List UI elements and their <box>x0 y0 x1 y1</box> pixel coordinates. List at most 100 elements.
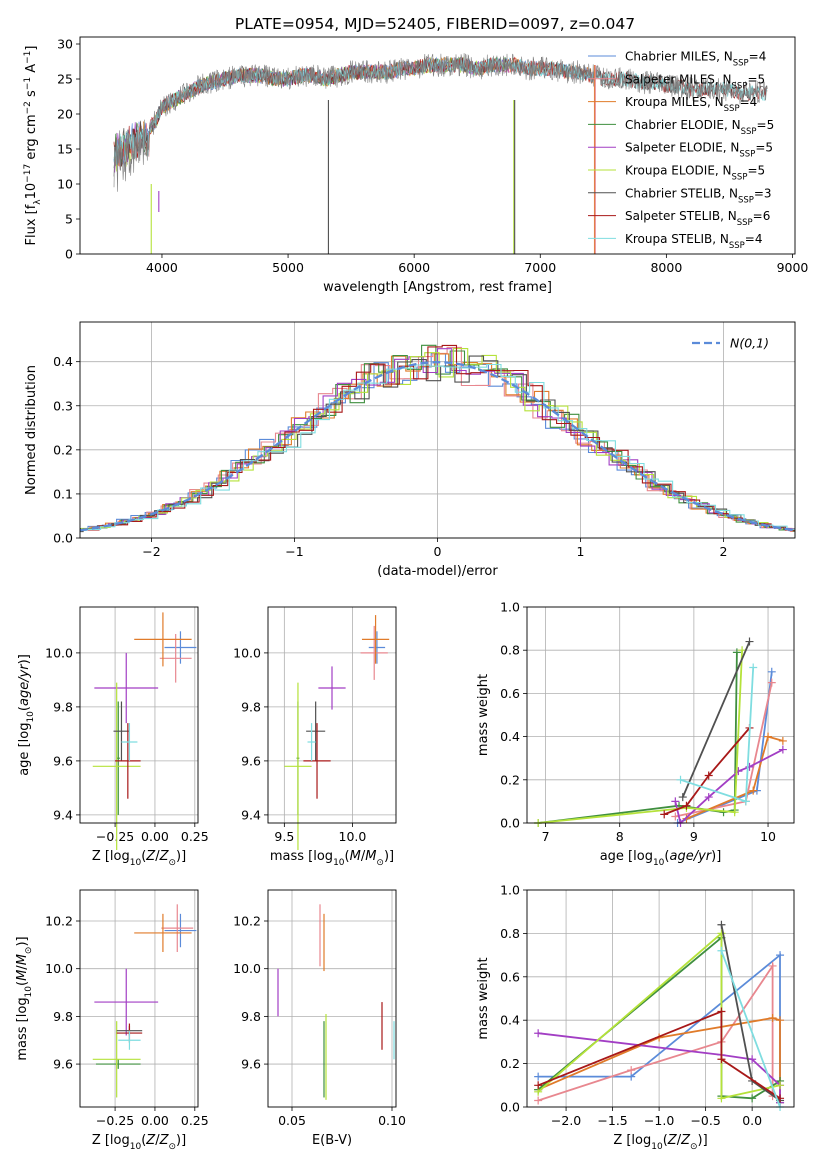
x-tick-label: −2 <box>142 544 160 559</box>
weight-point-marker <box>749 786 758 795</box>
weight-point-marker <box>776 951 785 960</box>
y-tick-label: 10.2 <box>233 914 261 929</box>
legend-entry-sub: SSP <box>724 104 740 114</box>
age-vs-mass-x-axis-label: mass [log10(M/M⊙)] <box>270 849 394 868</box>
legend-entry: Kroupa MILES, NSSP=4 <box>625 95 757 114</box>
legend-entry-tail: =4 <box>745 232 763 246</box>
axis-label-part: mass [log <box>15 997 30 1060</box>
y-tick-label: 1.0 <box>500 600 520 615</box>
histogram-line <box>80 355 795 533</box>
axis-label-part: age [log <box>600 849 653 864</box>
axis-label-part: Z <box>159 1133 170 1148</box>
y-tick-label: 9.4 <box>241 807 261 822</box>
axis-label-part: ⊙ <box>24 947 34 955</box>
legend-entry-sub: SSP <box>732 81 748 91</box>
legend-entry: Chabrier MILES, NSSP=4 <box>625 50 766 69</box>
axis-label-part: )] <box>711 849 721 864</box>
y-tick-label: 1.0 <box>500 883 520 898</box>
legend-entry-sub: SSP <box>738 195 754 205</box>
y-tick-label: 5 <box>65 212 73 227</box>
x-tick-label: 1 <box>577 544 585 559</box>
axis-label-part: Z [log <box>92 849 130 864</box>
massweight-vs-Z-frame <box>526 889 795 1108</box>
x-tick-label: 9.5 <box>274 829 294 844</box>
legend-entry-main: Kroupa ELODIE, N <box>625 164 732 178</box>
y-tick-label: 0 <box>65 247 73 262</box>
spectrum-y-axis-label: Flux [fλ10−17 erg cm−2 s−1 A−1] <box>23 46 43 246</box>
legend-entry-tail: =3 <box>754 186 772 200</box>
axis-label-part: M <box>15 970 30 981</box>
weight-series <box>534 1007 785 1103</box>
axis-label-part: )] <box>384 849 394 864</box>
weight-series-line <box>686 735 784 820</box>
axis-label-part: )] <box>15 936 30 946</box>
weight-series-line <box>720 950 781 1108</box>
legend-entry-main: Chabrier MILES, N <box>625 50 733 64</box>
errorbar-point <box>164 913 197 948</box>
y-tick-label: 0.2 <box>500 1056 520 1071</box>
weight-point-marker <box>767 678 776 687</box>
y-tick-label: 20 <box>57 107 73 122</box>
errorbar-point <box>115 723 141 799</box>
legend-entry-tail: =5 <box>757 118 775 132</box>
weight-point-marker <box>730 808 739 817</box>
errorbar-point <box>121 723 138 761</box>
y-tick-label: 30 <box>57 37 73 52</box>
axis-label-part: 10 <box>24 986 34 998</box>
x-tick-label: 7000 <box>524 260 556 275</box>
legend-entry-main: Kroupa STELIB, N <box>625 232 729 246</box>
axis-label-part: ( <box>345 849 350 864</box>
legend-entry-tail: =5 <box>747 164 765 178</box>
y-tick-label: 25 <box>57 72 73 87</box>
mass-vs-ebv-frame <box>267 889 397 1108</box>
y-tick-label: 0.0 <box>500 816 520 831</box>
weight-point-marker <box>749 663 758 672</box>
weight-point-marker <box>768 1014 777 1023</box>
errorbar-point <box>134 913 192 952</box>
axis-label-part: )] <box>698 1133 708 1148</box>
y-tick-label: 9.8 <box>241 699 261 714</box>
errorbar-point <box>94 652 159 724</box>
weight-point-marker <box>748 1055 757 1064</box>
errorbar-point <box>118 1030 141 1050</box>
x-tick-label: 10 <box>760 829 776 844</box>
y-tick-label: 0.8 <box>500 926 520 941</box>
x-tick-label: 8000 <box>650 260 682 275</box>
legend-entry: Kroupa STELIB, NSSP=4 <box>625 232 763 251</box>
legend-entry: Salpeter MILES, NSSP=5 <box>625 72 765 91</box>
weight-point-marker <box>717 946 726 955</box>
weight-series-line <box>538 650 743 824</box>
spectrum-x-axis-label: wavelength [Angstrom, rest frame] <box>323 280 552 295</box>
y-label-part: λ <box>33 199 43 205</box>
weight-series-line <box>663 727 751 816</box>
axis-label-part: / <box>155 849 160 864</box>
spectrum-data-line <box>113 53 768 192</box>
axis-label-part: )] <box>17 654 32 664</box>
age-vs-Z-y-axis-label: age [log10(age/yr)] <box>17 654 36 776</box>
x-tick-label: 10.0 <box>339 829 367 844</box>
errorbar-point <box>303 723 331 799</box>
axis-label-part: Z <box>680 1133 691 1148</box>
weight-series-line <box>681 641 751 798</box>
legend-entry-sub: SSP <box>741 127 757 137</box>
mass-vs-Z-axes: −0.25 0.00 0.25 9.6 9.8 10.0 10.2 <box>45 890 209 1128</box>
axis-label-part: ( <box>17 706 32 711</box>
weight-series <box>678 637 754 802</box>
residuals-y-axis-label: Normed distribution <box>24 365 39 495</box>
residuals-x-axis-label: (data-model)/error <box>377 564 498 579</box>
axis-label-part: age/yr <box>17 663 32 706</box>
spectrum-axes: 4000 5000 6000 7000 8000 9000 0 5 10 15 20 25 30 <box>57 37 808 276</box>
axis-label-part: ( <box>15 981 30 986</box>
x-tick-label: 2 <box>720 544 728 559</box>
x-tick-label: 9000 <box>777 260 809 275</box>
axis-label-part: / <box>15 965 30 970</box>
axis-label-part: 10 <box>651 1142 663 1152</box>
mass-vs-ebv-axes: 0.05 0.10 9.6 9.8 10.0 10.2 <box>233 890 406 1128</box>
errorbar-point <box>318 666 346 710</box>
weight-point-marker <box>671 812 680 821</box>
weight-point-marker <box>767 667 776 676</box>
legend-entry-tail: =5 <box>755 141 773 155</box>
axis-label-part: 10 <box>333 858 345 868</box>
y-tick-label: 10.2 <box>45 914 73 929</box>
